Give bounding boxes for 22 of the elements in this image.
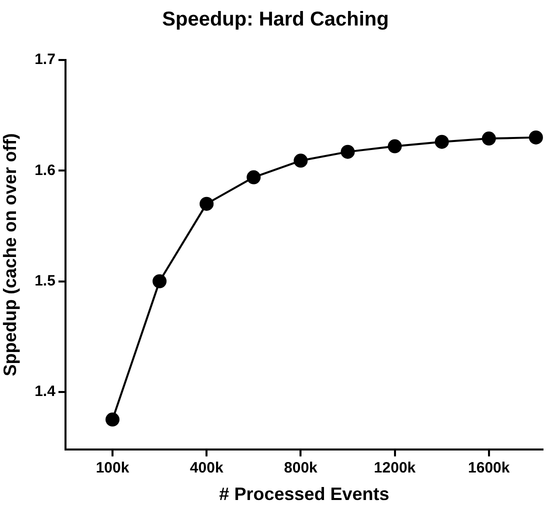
y-tick-label: 1.5 xyxy=(34,272,56,290)
point xyxy=(340,144,355,159)
x-tick-label: 400k xyxy=(190,460,224,477)
point xyxy=(152,274,167,288)
y-axis-title: Sppedup (cache on over off) xyxy=(0,133,20,376)
y-tick-label: 1.4 xyxy=(34,383,56,400)
x-tick-label: 1200k xyxy=(374,460,416,477)
point xyxy=(246,170,261,184)
point xyxy=(482,132,496,146)
y-tick-label: 1.6 xyxy=(34,162,56,179)
x-tick-label: 800k xyxy=(284,460,318,477)
point xyxy=(106,412,120,427)
point xyxy=(388,139,402,154)
point xyxy=(200,196,214,211)
point xyxy=(294,154,308,168)
x-axis-title: # Processed Events xyxy=(219,484,390,504)
chart-title: Speedup: Hard Caching xyxy=(162,8,389,31)
point xyxy=(434,134,449,149)
x-tick-label: 1600k xyxy=(468,460,510,477)
x-tick-label: 100k xyxy=(96,460,130,477)
y-tick-label: 1.7 xyxy=(34,51,56,68)
point xyxy=(528,130,543,144)
